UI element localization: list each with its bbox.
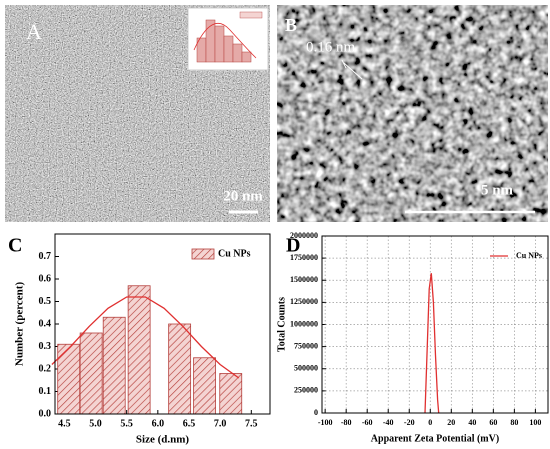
y-tick-label: 1250000 bbox=[290, 297, 318, 306]
x-tick-label: 5.5 bbox=[120, 418, 133, 429]
bar bbox=[79, 332, 103, 415]
legend-label: Cu NPs bbox=[516, 251, 542, 260]
bar bbox=[127, 285, 151, 415]
x-tick-label: -40 bbox=[383, 418, 394, 427]
x-tick-label: 60 bbox=[489, 418, 497, 427]
y-tick-label: 0.6 bbox=[39, 273, 52, 284]
x-tick-label: 20 bbox=[447, 418, 455, 427]
x-tick-label: -60 bbox=[362, 418, 373, 427]
x-axis-label: Size (d.nm) bbox=[136, 434, 190, 446]
y-tick-label: 0.1 bbox=[39, 386, 52, 397]
x-tick-label: 6.5 bbox=[183, 418, 196, 429]
y-tick-label: 0.5 bbox=[39, 296, 52, 307]
x-tick-label: 7.0 bbox=[214, 418, 227, 429]
y-tick-label: 1500000 bbox=[290, 275, 318, 284]
x-tick-label: -100 bbox=[318, 418, 333, 427]
bar bbox=[168, 323, 192, 415]
bar bbox=[102, 316, 126, 415]
y-tick-label: 250000 bbox=[294, 386, 318, 395]
x-tick-label: 80 bbox=[510, 418, 518, 427]
lattice-annotation: 0.16 nm bbox=[306, 39, 356, 55]
y-axis-label: Number (percent) bbox=[14, 282, 26, 367]
x-tick-label: 100 bbox=[529, 418, 541, 427]
y-tick-label: 1750000 bbox=[290, 253, 318, 262]
legend-swatch bbox=[191, 248, 215, 260]
y-tick-label: 0.4 bbox=[39, 318, 52, 329]
y-tick-label: 0.0 bbox=[39, 408, 52, 419]
x-tick-label: 40 bbox=[468, 418, 476, 427]
tem-image-b bbox=[277, 5, 548, 222]
bar bbox=[193, 357, 216, 415]
panel-label: C bbox=[8, 235, 22, 257]
x-tick-label: -20 bbox=[404, 418, 415, 427]
x-axis-label: Apparent Zeta Potential (mV) bbox=[371, 433, 499, 444]
annotation-arrow bbox=[341, 59, 347, 69]
panel-label: A bbox=[26, 19, 42, 44]
y-tick-label: 500000 bbox=[294, 364, 318, 373]
line bbox=[424, 273, 440, 414]
bar bbox=[219, 373, 243, 415]
line bbox=[51, 296, 240, 379]
scale-bar-label: 5 nm bbox=[481, 182, 514, 198]
y-tick-label: 2000000 bbox=[290, 231, 318, 240]
y-tick-label: 0.3 bbox=[39, 341, 52, 352]
y-tick-label: 0 bbox=[314, 408, 318, 417]
inset-chart bbox=[187, 7, 269, 71]
y-tick-label: 0.7 bbox=[39, 251, 52, 262]
legend-label: Cu NPs bbox=[218, 248, 251, 259]
bar bbox=[57, 343, 81, 415]
plot-frame bbox=[54, 233, 271, 415]
y-axis-label: Total Counts bbox=[276, 297, 287, 352]
y-tick-label: 0.2 bbox=[39, 363, 52, 374]
x-tick-label: 6.0 bbox=[152, 418, 165, 429]
x-tick-label: 5.0 bbox=[89, 418, 102, 429]
annotation-arrow bbox=[343, 62, 363, 80]
y-tick-label: 1000000 bbox=[290, 319, 318, 328]
panel-label: D bbox=[286, 235, 300, 257]
x-tick-label: 4.5 bbox=[58, 418, 71, 429]
plot-frame bbox=[321, 235, 549, 414]
y-tick-label: 750000 bbox=[294, 341, 318, 350]
panel-label: B bbox=[285, 15, 297, 35]
x-tick-label: 7.5 bbox=[245, 418, 258, 429]
scale-bar-label: 20 nm bbox=[223, 188, 263, 204]
x-tick-label: -80 bbox=[341, 418, 352, 427]
x-tick-label: 0 bbox=[428, 418, 432, 427]
